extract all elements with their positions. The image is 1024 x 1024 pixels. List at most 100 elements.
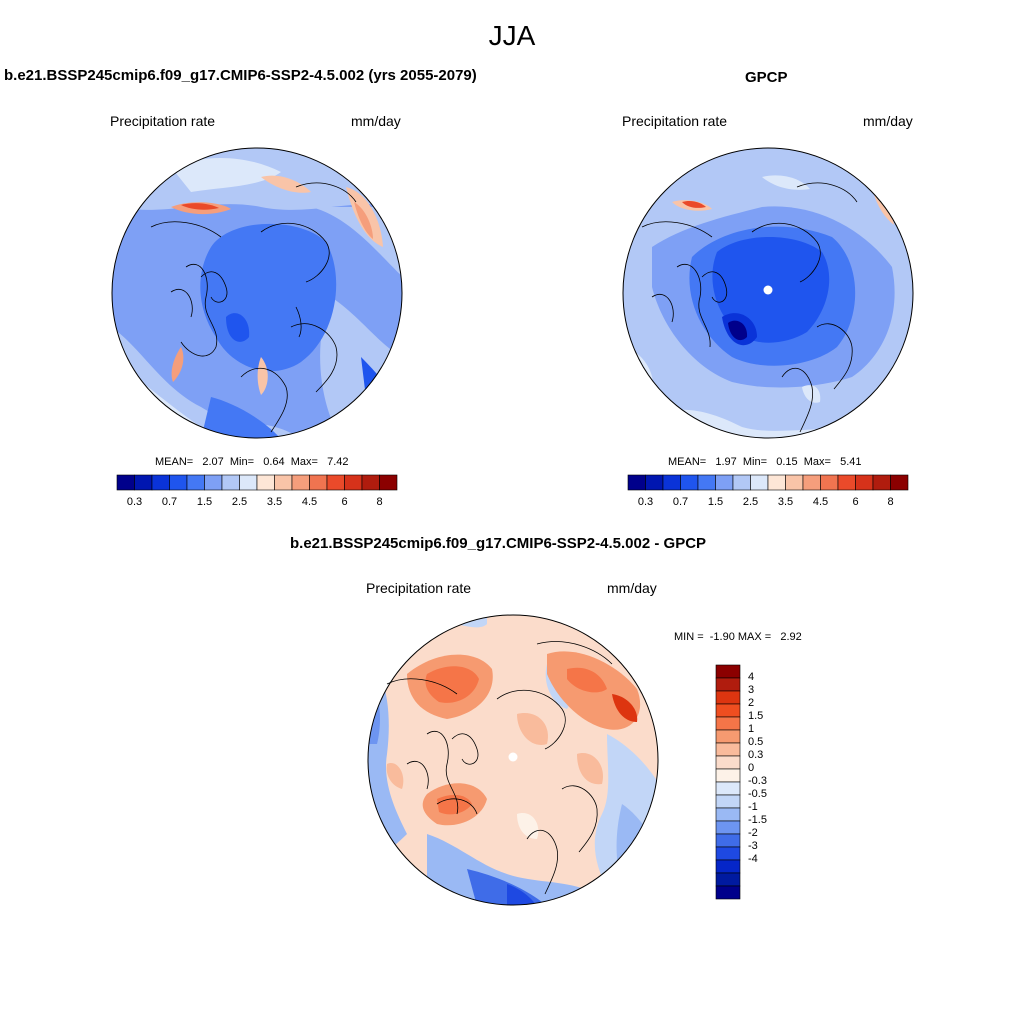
model-polar-map (111, 147, 403, 439)
colorbar-swatch (291, 474, 310, 491)
diff-colorbar-tick-label: -4 (748, 853, 758, 865)
colorbar-swatch (837, 474, 856, 491)
colorbar-swatch (855, 474, 874, 491)
diff-colorbar-tick-label: 3 (748, 684, 755, 696)
diff-variable-label: Precipitation rate (366, 580, 472, 596)
diff-colorbar-tick-label: -2 (748, 827, 758, 839)
diff-colorbar-swatch (715, 833, 741, 848)
colorbar-swatch (361, 474, 380, 491)
model-stats: MEAN= 2.07 Min= 0.64 Max= 7.42 (155, 456, 349, 468)
diff-colorbar-tick-label: -1.5 (748, 814, 767, 826)
colorbar-swatch (872, 474, 891, 491)
colorbar-tick-label: 3.5 (266, 496, 283, 508)
colorbar-swatch (662, 474, 681, 491)
model-panel-title: b.e21.BSSP245cmip6.f09_g17.CMIP6-SSP2-4.… (4, 67, 477, 84)
diff-panel-title: b.e21.BSSP245cmip6.f09_g17.CMIP6-SSP2-4.… (290, 535, 707, 552)
colorbar-swatch (239, 474, 258, 491)
diff-colorbar-tick-label: -1 (748, 801, 758, 813)
diff-colorbar-tick-label: 0.5 (748, 736, 764, 748)
colorbar-tick-label: 4.5 (812, 496, 829, 508)
diff-colorbar-tick-label: 0.3 (748, 749, 764, 761)
diff-colorbar-swatch (715, 794, 741, 809)
colorbar-tick-label: 6 (341, 496, 348, 508)
colorbar-swatch (169, 474, 188, 491)
colorbar-swatch (274, 474, 293, 491)
diff-colorbar-swatch (715, 664, 741, 679)
colorbar-tick-label: 2.5 (231, 496, 248, 508)
colorbar-swatch (785, 474, 804, 491)
diff-colorbar-swatch (715, 677, 741, 692)
gpcp-polar-map (622, 147, 914, 439)
diff-colorbar-swatch (715, 859, 741, 874)
colorbar-tick-label: 6 (852, 496, 859, 508)
colorbar-tick-label: 2.5 (742, 496, 759, 508)
gpcp-colorbar-labels: 0.3 0.7 1.5 2.5 3.5 4.5 6 8 (628, 496, 908, 510)
diff-colorbar-tick-label: 1.5 (748, 710, 764, 722)
model-colorbar-swatches (116, 474, 398, 491)
diff-colorbar-tick-label: -0.5 (748, 788, 767, 800)
diff-colorbar-tick-label: 4 (748, 671, 755, 683)
diff-colorbar-swatch (715, 781, 741, 796)
colorbar-tick-label: 8 (376, 496, 383, 508)
colorbar-tick-label: 1.5 (196, 496, 213, 508)
diff-colorbar-swatch (715, 716, 741, 731)
diff-polar-map (367, 614, 659, 906)
model-colorbar (116, 474, 398, 495)
colorbar-swatch (715, 474, 734, 491)
colorbar-swatch (204, 474, 223, 491)
colorbar-swatch (890, 474, 909, 491)
colorbar-tick-label: 0.7 (672, 496, 689, 508)
model-units-label: mm/day (351, 113, 401, 129)
diff-colorbar-swatches (715, 664, 741, 900)
colorbar-tick-label: 3.5 (777, 496, 794, 508)
colorbar-swatch (309, 474, 328, 491)
gpcp-stats: MEAN= 1.97 Min= 0.15 Max= 5.41 (668, 456, 862, 468)
diff-units-label: mm/day (607, 580, 657, 596)
diff-colorbar-tick-label: -3 (748, 840, 758, 852)
diff-colorbar-labels: 4 3 2 1.5 1 0.5 0.3 0 -0.3 -0.5 -1 -1.5 -2 -3 -4 (748, 665, 788, 899)
colorbar-swatch (820, 474, 839, 491)
colorbar-tick-label: 4.5 (301, 496, 318, 508)
model-colorbar-labels: 0.3 0.7 1.5 2.5 3.5 4.5 6 8 (117, 496, 397, 510)
colorbar-tick-label: 0.3 (637, 496, 654, 508)
diff-colorbar-swatch (715, 807, 741, 822)
colorbar-swatch (326, 474, 345, 491)
colorbar-swatch (116, 474, 135, 491)
colorbar-swatch (802, 474, 821, 491)
gpcp-panel-title: GPCP (745, 69, 788, 86)
season-title: JJA (488, 20, 536, 51)
colorbar-swatch (151, 474, 170, 491)
diff-colorbar-swatch (715, 755, 741, 770)
diff-colorbar-tick-label: 2 (748, 697, 755, 709)
diff-colorbar-swatch (715, 872, 741, 887)
diff-colorbar-swatch (715, 885, 741, 900)
colorbar-swatch (344, 474, 363, 491)
colorbar-swatch (767, 474, 786, 491)
colorbar-tick-label: 8 (887, 496, 894, 508)
diff-colorbar (715, 664, 741, 904)
gpcp-colorbar-swatches (627, 474, 909, 491)
colorbar-swatch (379, 474, 398, 491)
diff-colorbar-swatch (715, 820, 741, 835)
gpcp-variable-label: Precipitation rate (622, 113, 728, 129)
diff-colorbar-swatch (715, 768, 741, 783)
diff-stats: MIN = -1.90 MAX = 2.92 (674, 631, 802, 643)
colorbar-swatch (221, 474, 240, 491)
diff-colorbar-swatch (715, 846, 741, 861)
diff-colorbar-swatch (715, 703, 741, 718)
colorbar-swatch (256, 474, 275, 491)
colorbar-tick-label: 0.7 (161, 496, 178, 508)
colorbar-swatch (627, 474, 646, 491)
colorbar-swatch (732, 474, 751, 491)
colorbar-tick-label: 0.3 (126, 496, 143, 508)
colorbar-swatch (186, 474, 205, 491)
colorbar-swatch (697, 474, 716, 491)
colorbar-swatch (645, 474, 664, 491)
model-variable-label: Precipitation rate (110, 113, 216, 129)
diff-colorbar-tick-label: 1 (748, 723, 755, 735)
colorbar-swatch (680, 474, 699, 491)
colorbar-tick-label: 1.5 (707, 496, 724, 508)
diff-colorbar-tick-label: 0 (748, 762, 755, 774)
gpcp-units-label: mm/day (863, 113, 913, 129)
diff-colorbar-swatch (715, 729, 741, 744)
